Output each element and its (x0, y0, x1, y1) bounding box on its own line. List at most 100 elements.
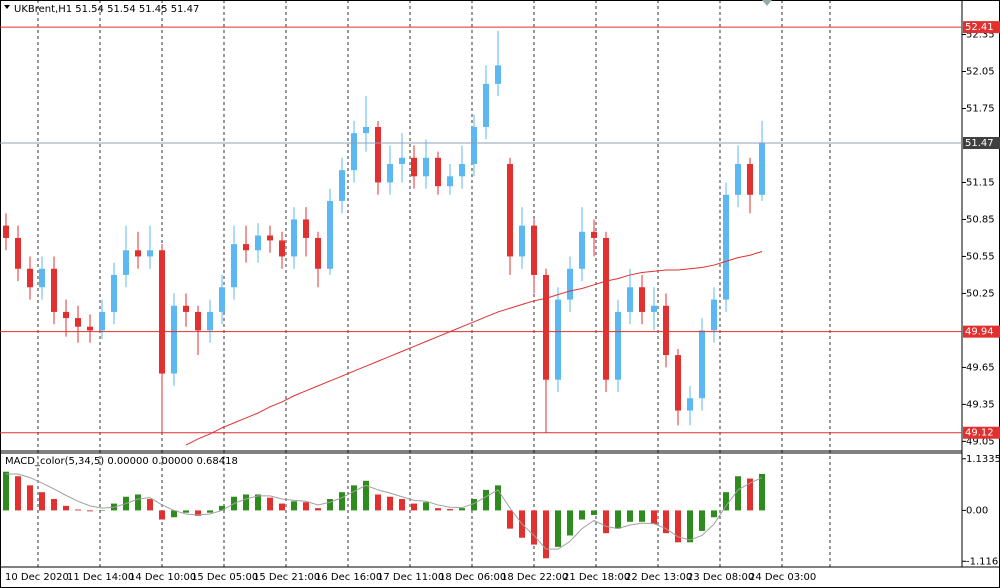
macd-bar (471, 499, 477, 511)
macd-bar (723, 492, 729, 511)
macd-bar (195, 510, 201, 516)
macd-bar (747, 478, 753, 511)
y-tick-label: -1.11605 (966, 556, 1000, 567)
time-label: 22 Dec 13:00 (625, 572, 692, 583)
moving-average (185, 251, 763, 446)
macd-bar (555, 510, 561, 547)
price-level-label: 51.47 (965, 138, 994, 149)
macd-bar (363, 480, 369, 511)
macd-bar (591, 510, 597, 515)
candle-body (423, 157, 429, 177)
macd-bar (759, 473, 765, 511)
macd-bar (99, 510, 105, 511)
macd-bar (375, 494, 381, 511)
candle-body (171, 305, 177, 374)
price-level-label: 52.41 (965, 22, 994, 33)
candle-body (27, 268, 33, 288)
macd-bar (351, 485, 357, 511)
candle-body (111, 274, 117, 312)
time-label: 18 Dec 06:00 (439, 572, 506, 583)
macd-bar (387, 496, 393, 511)
macd-bar (735, 476, 741, 511)
candle-body (411, 157, 417, 177)
candle-body (723, 194, 729, 300)
macd-bar (171, 510, 177, 518)
candle-body (651, 305, 657, 312)
macd-bar (183, 510, 189, 513)
candle-body (63, 311, 69, 319)
candle-body (711, 299, 717, 331)
candle-body (447, 176, 453, 187)
price-level-box (963, 426, 1000, 439)
candle-body (543, 274, 549, 380)
macd-bar (687, 510, 693, 543)
macd-bar (483, 489, 489, 511)
candle-body (75, 318, 81, 327)
price-level-box (963, 137, 1000, 150)
candle-body (483, 83, 489, 127)
y-tick-label: 50.55 (966, 251, 995, 262)
macd-bar (39, 492, 45, 511)
macd-bar (15, 476, 21, 511)
time-label: 14 Dec 10:00 (129, 572, 196, 583)
candle-body (207, 311, 213, 331)
candle-body (303, 219, 309, 238)
macd-bar (87, 510, 93, 512)
candle-body (747, 163, 753, 195)
candle-body (603, 237, 609, 380)
macd-bar (543, 510, 549, 559)
candle-body (435, 157, 441, 187)
macd-bar (495, 485, 501, 511)
macd-bar (663, 510, 669, 534)
candle-body (639, 287, 645, 312)
macd-bar (255, 494, 261, 511)
candle-body (231, 244, 237, 288)
macd-bar (447, 509, 453, 511)
candle-body (123, 250, 129, 275)
time-label: 10 Dec 2020 (5, 572, 69, 583)
candle-body (687, 398, 693, 411)
candle-body (99, 311, 105, 331)
candle-body (627, 287, 633, 312)
candle-body (615, 311, 621, 380)
y-tick-label: 50.85 (966, 214, 995, 225)
y-tick-label: 49.35 (966, 399, 995, 410)
macd-bar (267, 497, 273, 511)
time-label: 15 Dec 21:00 (253, 572, 320, 583)
candle-body (219, 287, 225, 312)
y-tick-label: 49.65 (966, 362, 995, 373)
shift-marker (762, 0, 772, 6)
candle-body (87, 326, 93, 331)
candle-body (675, 355, 681, 411)
candle-body (255, 235, 261, 251)
candle-body (51, 268, 57, 312)
candle-body (39, 268, 45, 288)
macd-bar (627, 510, 633, 522)
macd-bar (135, 494, 141, 511)
macd-bar (63, 505, 69, 511)
macd-bar (303, 502, 309, 511)
macd-bar (507, 510, 513, 529)
candle-body (291, 219, 297, 257)
macd-bar (159, 510, 165, 520)
candle-body (315, 237, 321, 269)
candle-body (699, 330, 705, 399)
candle-body (279, 240, 285, 257)
candle-body (531, 225, 537, 275)
price-level-box (963, 21, 1000, 34)
macd-bar (711, 510, 717, 518)
time-label: 17 Dec 11:00 (377, 572, 444, 583)
y-tick-label: 51.15 (966, 177, 995, 188)
macd-bar (315, 508, 321, 511)
macd-bar (411, 503, 417, 511)
candle-body (555, 299, 561, 380)
macd-bar (207, 510, 213, 513)
candle-body (519, 225, 525, 257)
candle-body (375, 126, 381, 183)
macd-bar (675, 510, 681, 543)
macd-bar (435, 508, 441, 511)
price-level-label: 49.12 (965, 428, 994, 439)
macd-bar (291, 501, 297, 511)
macd-bar (243, 494, 249, 511)
y-tick-label: 49.05 (966, 436, 995, 447)
